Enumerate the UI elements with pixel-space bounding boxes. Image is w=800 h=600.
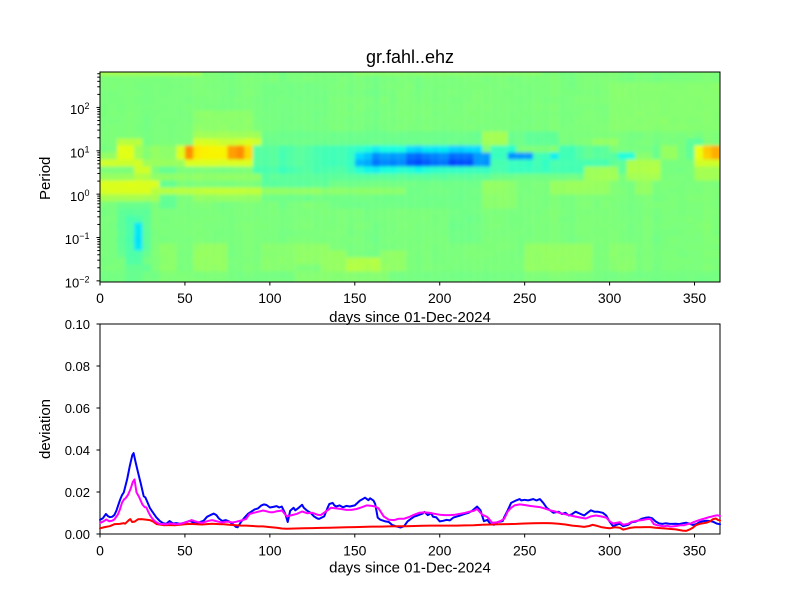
svg-text:0.06: 0.06 <box>65 401 90 416</box>
svg-text:deviation: deviation <box>37 399 54 459</box>
svg-text:250: 250 <box>513 290 537 306</box>
svg-text:Period: Period <box>37 157 54 200</box>
svg-text:days since 01-Dec-2024: days since 01-Dec-2024 <box>329 309 491 326</box>
svg-text:50: 50 <box>177 543 193 559</box>
svg-text:150: 150 <box>343 290 367 306</box>
svg-text:0: 0 <box>96 543 104 559</box>
svg-text:300: 300 <box>598 290 622 306</box>
svg-text:0.00: 0.00 <box>65 527 90 542</box>
svg-text:gr.fahl..ehz: gr.fahl..ehz <box>366 47 454 67</box>
svg-text:200: 200 <box>428 290 452 306</box>
svg-text:150: 150 <box>343 543 367 559</box>
svg-text:100: 100 <box>258 543 282 559</box>
svg-text:0.02: 0.02 <box>65 485 90 500</box>
svg-text:350: 350 <box>683 290 707 306</box>
svg-text:50: 50 <box>177 290 193 306</box>
svg-text:100: 100 <box>258 290 282 306</box>
svg-text:0.04: 0.04 <box>65 443 90 458</box>
svg-text:days since 01-Dec-2024: days since 01-Dec-2024 <box>329 560 491 577</box>
svg-text:0.08: 0.08 <box>65 359 90 374</box>
svg-text:0.10: 0.10 <box>65 317 90 332</box>
svg-text:350: 350 <box>683 543 707 559</box>
svg-text:200: 200 <box>428 543 452 559</box>
svg-text:0: 0 <box>96 290 104 306</box>
svg-text:250: 250 <box>513 543 537 559</box>
svg-text:300: 300 <box>598 543 622 559</box>
